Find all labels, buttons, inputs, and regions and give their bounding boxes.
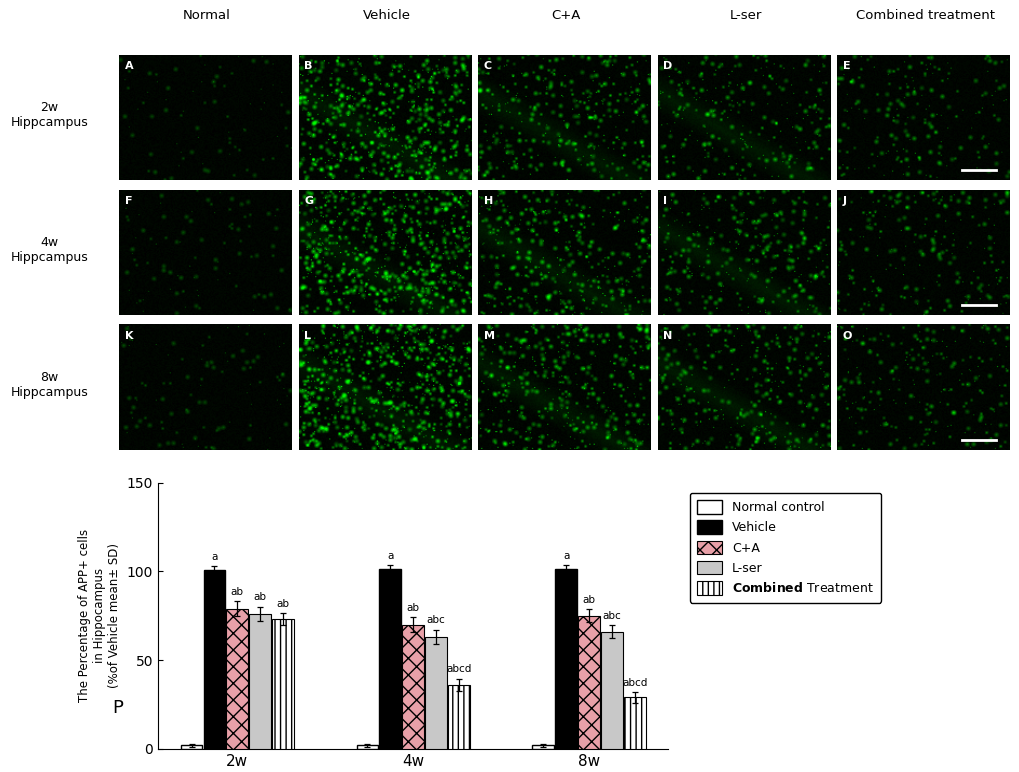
- Text: A: A: [124, 61, 133, 71]
- Text: ab: ab: [582, 595, 595, 605]
- Text: G: G: [304, 196, 313, 206]
- Bar: [204, 570, 225, 749]
- Text: H: H: [483, 196, 492, 206]
- Text: D: D: [662, 61, 672, 71]
- Text: M: M: [483, 330, 494, 340]
- Text: O: O: [842, 330, 851, 340]
- Bar: [401, 625, 424, 749]
- Text: Combined treatment: Combined treatment: [855, 9, 994, 22]
- Text: 8w
Hippcampus: 8w Hippcampus: [10, 371, 88, 398]
- Text: P: P: [112, 699, 123, 716]
- Text: abc: abc: [426, 615, 445, 625]
- Text: L: L: [304, 330, 311, 340]
- Bar: [249, 614, 271, 749]
- Bar: [532, 745, 553, 749]
- Text: ab: ab: [254, 592, 266, 602]
- Bar: [624, 697, 645, 749]
- Bar: [226, 608, 248, 749]
- Text: B: B: [304, 61, 312, 71]
- Text: E: E: [842, 61, 850, 71]
- Text: 2w
Hippcampus: 2w Hippcampus: [10, 101, 88, 129]
- Bar: [180, 745, 202, 749]
- Text: 4w
Hippcampus: 4w Hippcampus: [10, 236, 88, 264]
- Bar: [578, 616, 599, 749]
- Text: K: K: [124, 330, 132, 340]
- Text: F: F: [124, 196, 131, 206]
- Bar: [600, 631, 622, 749]
- Text: Normal: Normal: [183, 9, 230, 22]
- Text: abcd: abcd: [445, 664, 471, 674]
- Text: ab: ab: [407, 603, 419, 613]
- Text: a: a: [386, 551, 393, 561]
- Text: N: N: [662, 330, 672, 340]
- Text: a: a: [211, 552, 217, 562]
- Bar: [447, 685, 469, 749]
- Text: C: C: [483, 61, 491, 71]
- Text: ab: ab: [276, 598, 289, 608]
- Text: a: a: [562, 551, 569, 561]
- Text: L-ser: L-ser: [729, 9, 761, 22]
- Text: abc: abc: [602, 611, 621, 621]
- Bar: [554, 569, 577, 749]
- Text: J: J: [842, 196, 846, 206]
- Bar: [425, 637, 446, 749]
- Legend: Normal control, Vehicle, C+A, L-ser, $\mathbf{Combined}$ Treatment: Normal control, Vehicle, C+A, L-ser, $\m…: [689, 493, 880, 603]
- Bar: [379, 569, 400, 749]
- Text: I: I: [662, 196, 666, 206]
- Text: C+A: C+A: [551, 9, 580, 22]
- Text: abcd: abcd: [622, 678, 647, 688]
- Text: ab: ab: [230, 587, 244, 597]
- Y-axis label: The Percentage of APP+ cells
in Hippocampus
(%of Vehicle mean± SD): The Percentage of APP+ cells in Hippocam…: [78, 529, 121, 703]
- Text: Vehicle: Vehicle: [362, 9, 411, 22]
- Bar: [272, 619, 293, 749]
- Bar: [357, 745, 378, 749]
